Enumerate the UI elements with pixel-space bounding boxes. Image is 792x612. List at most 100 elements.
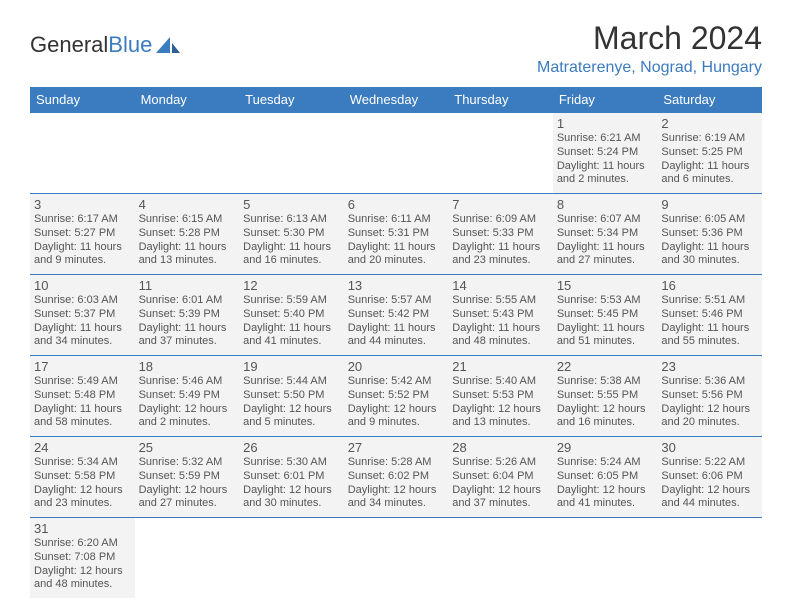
- sunrise-text: Sunrise: 6:17 AM: [34, 213, 131, 227]
- calendar-cell: 29Sunrise: 5:24 AMSunset: 6:05 PMDayligh…: [553, 437, 658, 518]
- daylight-text: Daylight: 11 hours: [661, 160, 758, 174]
- sunrise-text: Sunrise: 5:26 AM: [452, 456, 549, 470]
- calendar-cell: 3Sunrise: 6:17 AMSunset: 5:27 PMDaylight…: [30, 194, 135, 275]
- sunrise-text: Sunrise: 5:34 AM: [34, 456, 131, 470]
- calendar-cell: 24Sunrise: 5:34 AMSunset: 5:58 PMDayligh…: [30, 437, 135, 518]
- calendar-cell: 18Sunrise: 5:46 AMSunset: 5:49 PMDayligh…: [135, 356, 240, 437]
- day-number: 16: [661, 278, 758, 293]
- calendar-cell: 23Sunrise: 5:36 AMSunset: 5:56 PMDayligh…: [657, 356, 762, 437]
- weekday-header: Tuesday: [239, 87, 344, 113]
- calendar-cell: [135, 113, 240, 194]
- daylight-text: and 6 minutes.: [661, 173, 758, 187]
- sunrise-text: Sunrise: 5:44 AM: [243, 375, 340, 389]
- daylight-text: Daylight: 12 hours: [243, 403, 340, 417]
- calendar-cell: 16Sunrise: 5:51 AMSunset: 5:46 PMDayligh…: [657, 275, 762, 356]
- day-number: 19: [243, 359, 340, 374]
- calendar-cell: 7Sunrise: 6:09 AMSunset: 5:33 PMDaylight…: [448, 194, 553, 275]
- day-number: 31: [34, 521, 131, 536]
- daylight-text: Daylight: 11 hours: [34, 322, 131, 336]
- calendar-cell: 4Sunrise: 6:15 AMSunset: 5:28 PMDaylight…: [135, 194, 240, 275]
- calendar-cell: [239, 113, 344, 194]
- day-number: 27: [348, 440, 445, 455]
- daylight-text: and 13 minutes.: [452, 416, 549, 430]
- day-number: 14: [452, 278, 549, 293]
- daylight-text: Daylight: 11 hours: [34, 403, 131, 417]
- day-number: 28: [452, 440, 549, 455]
- sunrise-text: Sunrise: 5:22 AM: [661, 456, 758, 470]
- sunrise-text: Sunrise: 6:07 AM: [557, 213, 654, 227]
- calendar-cell: 22Sunrise: 5:38 AMSunset: 5:55 PMDayligh…: [553, 356, 658, 437]
- daylight-text: Daylight: 12 hours: [348, 484, 445, 498]
- daylight-text: Daylight: 11 hours: [557, 322, 654, 336]
- sunset-text: Sunset: 5:53 PM: [452, 389, 549, 403]
- day-number: 13: [348, 278, 445, 293]
- calendar-cell: 6Sunrise: 6:11 AMSunset: 5:31 PMDaylight…: [344, 194, 449, 275]
- sunrise-text: Sunrise: 6:09 AM: [452, 213, 549, 227]
- daylight-text: and 48 minutes.: [452, 335, 549, 349]
- sunset-text: Sunset: 5:55 PM: [557, 389, 654, 403]
- sunset-text: Sunset: 5:39 PM: [139, 308, 236, 322]
- calendar-cell: 26Sunrise: 5:30 AMSunset: 6:01 PMDayligh…: [239, 437, 344, 518]
- sunrise-text: Sunrise: 5:53 AM: [557, 294, 654, 308]
- daylight-text: and 48 minutes.: [34, 578, 131, 592]
- sunrise-text: Sunrise: 6:20 AM: [34, 537, 131, 551]
- sunset-text: Sunset: 5:36 PM: [661, 227, 758, 241]
- calendar-cell: 30Sunrise: 5:22 AMSunset: 6:06 PMDayligh…: [657, 437, 762, 518]
- day-number: 30: [661, 440, 758, 455]
- day-number: 5: [243, 197, 340, 212]
- calendar-cell: [448, 113, 553, 194]
- calendar-cell: [448, 518, 553, 599]
- sunrise-text: Sunrise: 5:42 AM: [348, 375, 445, 389]
- weekday-header-row: Sunday Monday Tuesday Wednesday Thursday…: [30, 87, 762, 113]
- day-number: 6: [348, 197, 445, 212]
- sunrise-text: Sunrise: 5:59 AM: [243, 294, 340, 308]
- daylight-text: and 51 minutes.: [557, 335, 654, 349]
- sunset-text: Sunset: 5:30 PM: [243, 227, 340, 241]
- calendar-row: 24Sunrise: 5:34 AMSunset: 5:58 PMDayligh…: [30, 437, 762, 518]
- calendar-cell: [30, 113, 135, 194]
- daylight-text: and 9 minutes.: [34, 254, 131, 268]
- daylight-text: Daylight: 12 hours: [139, 484, 236, 498]
- sunset-text: Sunset: 5:46 PM: [661, 308, 758, 322]
- calendar-cell: 20Sunrise: 5:42 AMSunset: 5:52 PMDayligh…: [344, 356, 449, 437]
- sunrise-text: Sunrise: 5:38 AM: [557, 375, 654, 389]
- weekday-header: Saturday: [657, 87, 762, 113]
- daylight-text: Daylight: 11 hours: [243, 322, 340, 336]
- daylight-text: Daylight: 12 hours: [557, 403, 654, 417]
- daylight-text: and 2 minutes.: [557, 173, 654, 187]
- sunrise-text: Sunrise: 6:15 AM: [139, 213, 236, 227]
- sunrise-text: Sunrise: 6:01 AM: [139, 294, 236, 308]
- calendar-body: 1Sunrise: 6:21 AMSunset: 5:24 PMDaylight…: [30, 113, 762, 599]
- sunset-text: Sunset: 6:02 PM: [348, 470, 445, 484]
- calendar-cell: 17Sunrise: 5:49 AMSunset: 5:48 PMDayligh…: [30, 356, 135, 437]
- daylight-text: and 37 minutes.: [452, 497, 549, 511]
- sunset-text: Sunset: 5:50 PM: [243, 389, 340, 403]
- day-number: 24: [34, 440, 131, 455]
- daylight-text: Daylight: 12 hours: [34, 484, 131, 498]
- day-number: 18: [139, 359, 236, 374]
- daylight-text: and 9 minutes.: [348, 416, 445, 430]
- sunset-text: Sunset: 6:01 PM: [243, 470, 340, 484]
- month-title: March 2024: [537, 20, 762, 57]
- daylight-text: and 20 minutes.: [661, 416, 758, 430]
- daylight-text: and 58 minutes.: [34, 416, 131, 430]
- daylight-text: and 23 minutes.: [452, 254, 549, 268]
- location-subtitle: Matraterenye, Nograd, Hungary: [537, 59, 762, 77]
- day-number: 22: [557, 359, 654, 374]
- sunrise-text: Sunrise: 5:51 AM: [661, 294, 758, 308]
- sunset-text: Sunset: 5:48 PM: [34, 389, 131, 403]
- sunset-text: Sunset: 5:25 PM: [661, 146, 758, 160]
- day-number: 2: [661, 116, 758, 131]
- sunset-text: Sunset: 5:56 PM: [661, 389, 758, 403]
- sunrise-text: Sunrise: 6:05 AM: [661, 213, 758, 227]
- sunset-text: Sunset: 5:40 PM: [243, 308, 340, 322]
- calendar-cell: 14Sunrise: 5:55 AMSunset: 5:43 PMDayligh…: [448, 275, 553, 356]
- daylight-text: Daylight: 11 hours: [139, 322, 236, 336]
- calendar-cell: 9Sunrise: 6:05 AMSunset: 5:36 PMDaylight…: [657, 194, 762, 275]
- calendar-cell: 12Sunrise: 5:59 AMSunset: 5:40 PMDayligh…: [239, 275, 344, 356]
- sunrise-text: Sunrise: 6:19 AM: [661, 132, 758, 146]
- sunset-text: Sunset: 6:05 PM: [557, 470, 654, 484]
- sunrise-text: Sunrise: 5:40 AM: [452, 375, 549, 389]
- calendar-cell: [135, 518, 240, 599]
- sunset-text: Sunset: 7:08 PM: [34, 551, 131, 565]
